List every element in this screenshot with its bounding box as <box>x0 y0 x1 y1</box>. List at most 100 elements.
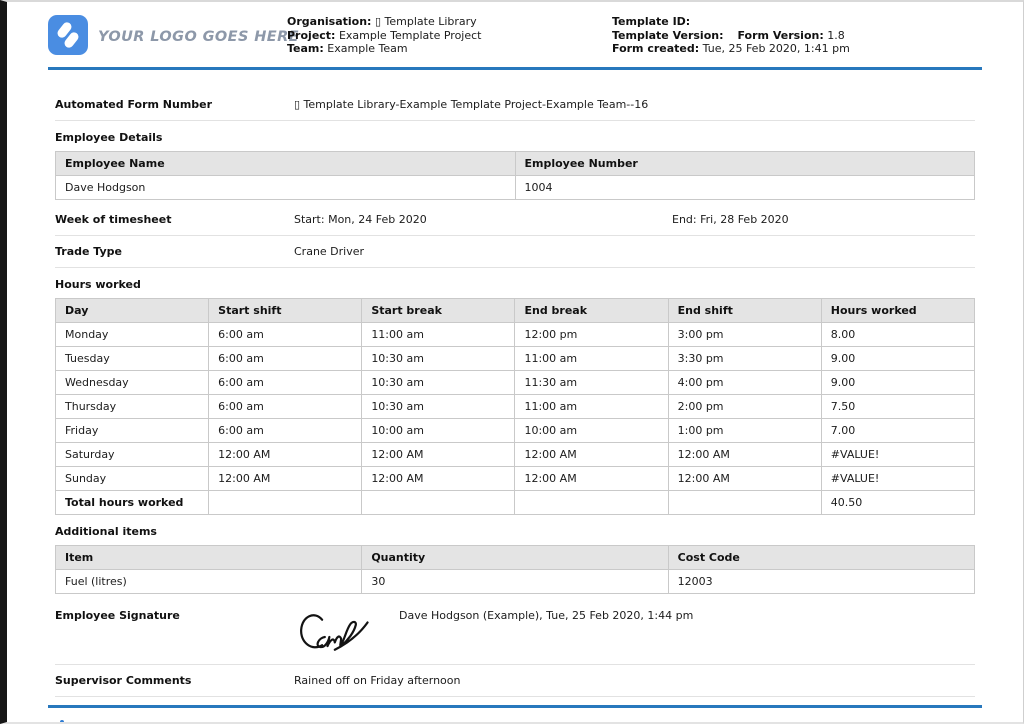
footer-generated: Generated with dashpivot.com <box>48 719 370 722</box>
table-row-friday: Friday 6:00 am 10:00 am 10:00 am 1:00 pm… <box>54 418 976 443</box>
day-cell: Saturday <box>54 442 210 467</box>
end-break-cell: 12:00 AM <box>514 442 669 467</box>
start-shift-cell: 6:00 am <box>208 418 363 443</box>
empty-cell <box>514 490 669 515</box>
employee-name-cell: Dave Hodgson <box>55 175 516 200</box>
hours-worked-cell: 9.00 <box>820 346 976 371</box>
start-shift-cell: 12:00 AM <box>208 466 363 491</box>
versions-line: Template Version: Form Version: 1.8 <box>612 29 982 43</box>
employee-number-column-header: Employee Number <box>514 151 975 176</box>
day-cell: Friday <box>54 418 210 443</box>
automated-form-number-value: ▯ Template Library-Example Template Proj… <box>294 98 649 111</box>
automated-form-number-row: Automated Form Number ▯ Template Library… <box>55 89 975 121</box>
pdf-created-label: This PDF was created at <box>695 719 982 722</box>
start-shift-cell: 6:00 am <box>208 346 363 371</box>
form-created-value: Tue, 25 Feb 2020, 1:41 pm <box>702 42 850 55</box>
empty-cell <box>208 490 363 515</box>
start-break-cell: 10:30 am <box>361 346 516 371</box>
end-break-cell: 12:00 AM <box>514 466 669 491</box>
form-created-label: Form created: <box>612 42 700 55</box>
item-cell: Fuel (litres) <box>54 569 363 594</box>
end-shift-cell: 3:00 pm <box>667 322 822 347</box>
logo-block: YOUR LOGO GOES HERE <box>48 15 299 58</box>
hours-worked-cell: #VALUE! <box>820 442 976 467</box>
form-created-line: Form created: Tue, 25 Feb 2020, 1:41 pm <box>612 42 982 56</box>
hours-worked-cell: 7.50 <box>820 394 976 419</box>
employee-number-cell: 1004 <box>514 175 975 200</box>
automated-form-number-label: Automated Form Number <box>55 98 213 111</box>
day-cell: Wednesday <box>54 370 210 395</box>
table-row-monday: Monday 6:00 am 11:00 am 12:00 pm 3:00 pm… <box>54 322 976 347</box>
team-label: Team: <box>287 42 324 55</box>
logo-placeholder-text: YOUR LOGO GOES HERE <box>98 28 299 45</box>
end-break-cell: 11:30 am <box>514 370 669 395</box>
end-break-cell: 11:00 am <box>514 394 669 419</box>
document-header: YOUR LOGO GOES HERE Organisation: ▯ Temp… <box>7 2 1023 58</box>
template-id-line: Template ID: <box>612 15 982 29</box>
form-body: Automated Form Number ▯ Template Library… <box>14 70 1023 697</box>
template-version-label: Template Version: <box>612 28 724 42</box>
table-row: Dave Hodgson 1004 <box>55 175 975 200</box>
table-header-row: Day Start shift Start break End break En… <box>54 298 976 323</box>
table-row-tuesday: Tuesday 6:00 am 10:30 am 11:00 am 3:30 p… <box>54 346 976 371</box>
start-break-column-header: Start break <box>361 298 516 323</box>
start-shift-cell: 6:00 am <box>208 370 363 395</box>
team-line: Team: Example Team <box>287 42 612 56</box>
table-row-sunday: Sunday 12:00 AM 12:00 AM 12:00 AM 12:00 … <box>54 466 976 491</box>
hours-worked-table: Day Start shift Start break End break En… <box>54 298 976 515</box>
end-shift-cell: 12:00 AM <box>667 442 822 467</box>
organisation-line: Organisation: ▯ Template Library <box>287 15 612 29</box>
supervisor-comments-row: Supervisor Comments Rained off on Friday… <box>55 665 975 697</box>
trade-type-label: Trade Type <box>55 245 123 258</box>
end-shift-cell: 3:30 pm <box>667 346 822 371</box>
signature-image <box>294 607 399 660</box>
end-break-column-header: End break <box>514 298 669 323</box>
employee-details-heading: Employee Details <box>55 131 163 144</box>
form-version-value: 1.8 <box>827 28 845 42</box>
start-break-cell: 12:00 AM <box>361 466 516 491</box>
item-column-header: Item <box>54 545 363 570</box>
total-hours-value: 40.50 <box>820 490 976 515</box>
end-break-cell: 12:00 pm <box>514 322 669 347</box>
hours-worked-cell: 7.00 <box>820 418 976 443</box>
table-row: Fuel (litres) 30 12003 <box>54 569 976 594</box>
week-start-value: Start: Mon, 24 Feb 2020 <box>294 213 427 226</box>
employee-signature-label: Employee Signature <box>55 609 180 622</box>
day-cell: Sunday <box>54 466 210 491</box>
hours-worked-cell: 9.00 <box>820 370 976 395</box>
total-hours-label: Total hours worked <box>54 490 210 515</box>
generated-with-label: Generated with <box>70 720 155 722</box>
start-break-cell: 11:00 am <box>361 322 516 347</box>
hours-worked-cell: #VALUE! <box>820 466 976 491</box>
organisation-label: Organisation: <box>287 15 372 28</box>
organisation-value: ▯ Template Library <box>374 15 477 28</box>
printed-uncontrolled-text: Printed version is uncontrolled <box>370 719 695 722</box>
day-column-header: Day <box>54 298 210 323</box>
end-shift-column-header: End shift <box>667 298 822 323</box>
start-break-cell: 12:00 AM <box>361 442 516 467</box>
hours-worked-cell: 8.00 <box>820 322 976 347</box>
table-row-thursday: Thursday 6:00 am 10:30 am 11:00 am 2:00 … <box>54 394 976 419</box>
table-row-wednesday: Wednesday 6:00 am 10:30 am 11:30 am 4:00… <box>54 370 976 395</box>
generated-with-text: Generated with dashpivot.com <box>70 719 240 722</box>
template-id-label: Template ID: <box>612 15 691 28</box>
form-version-label: Form Version: <box>737 28 824 42</box>
trade-type-row: Trade Type Crane Driver <box>55 236 975 268</box>
empty-cell <box>361 490 516 515</box>
team-value: Example Team <box>327 42 408 55</box>
start-shift-column-header: Start shift <box>208 298 363 323</box>
end-break-cell: 11:00 am <box>514 346 669 371</box>
cost-code-column-header: Cost Code <box>667 545 976 570</box>
start-shift-cell: 6:00 am <box>208 322 363 347</box>
additional-items-heading: Additional items <box>55 525 157 538</box>
project-label: Project: <box>287 28 336 42</box>
supervisor-comments-value: Rained off on Friday afternoon <box>294 674 461 687</box>
day-cell: Thursday <box>54 394 210 419</box>
table-row-saturday: Saturday 12:00 AM 12:00 AM 12:00 AM 12:0… <box>54 442 976 467</box>
dashpivot-bars-icon <box>48 720 64 722</box>
footer-printed-info: Printed version is uncontrolled Page 1 o… <box>370 719 695 722</box>
dashpivot-link[interactable]: dashpivot.com <box>159 720 240 722</box>
company-logo-icon <box>48 15 88 58</box>
end-shift-cell: 1:00 pm <box>667 418 822 443</box>
